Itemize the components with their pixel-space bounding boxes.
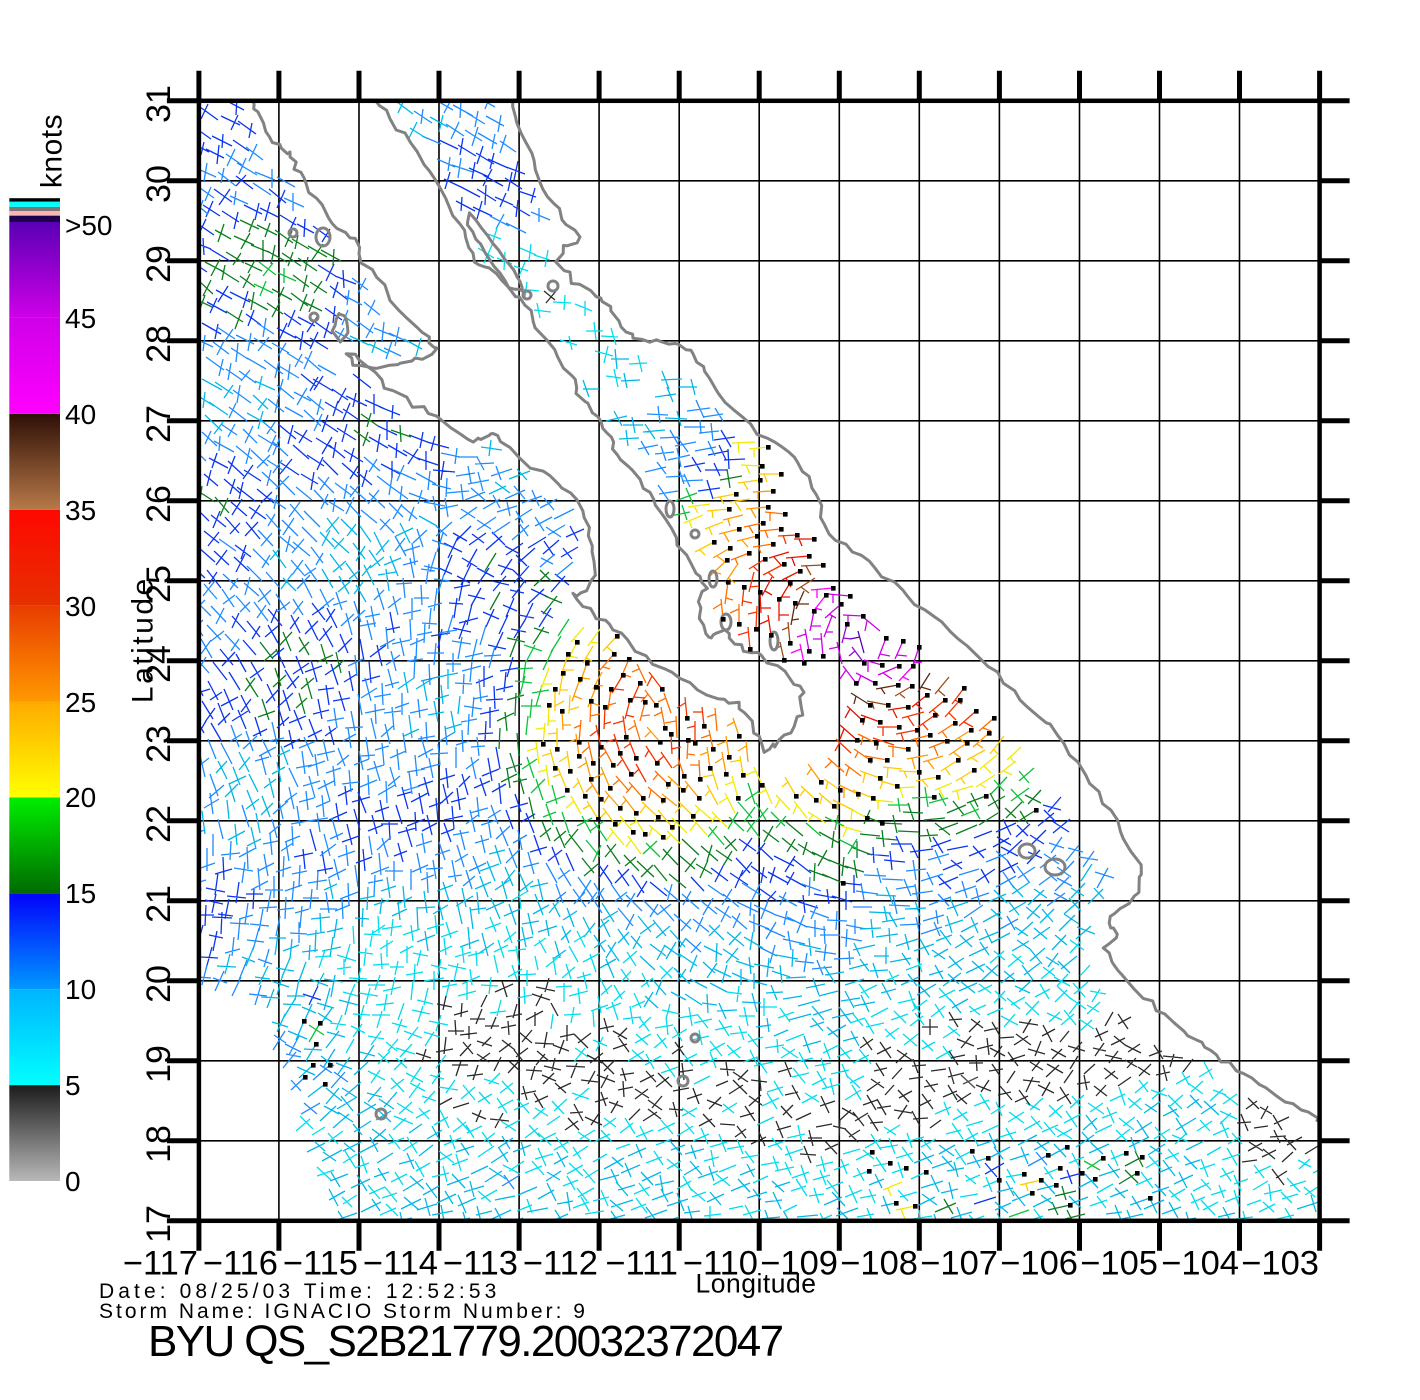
svg-text:26: 26 [140, 485, 178, 523]
svg-text:25: 25 [65, 687, 96, 718]
svg-text:−104: −104 [1161, 1245, 1239, 1283]
svg-text:Latitude: Latitude [126, 576, 159, 703]
svg-text:−117: −117 [123, 1245, 198, 1283]
svg-text:20: 20 [140, 965, 178, 1003]
svg-text:19: 19 [140, 1045, 178, 1083]
svg-text:45: 45 [65, 303, 96, 334]
svg-text:30: 30 [140, 165, 178, 203]
svg-text:40: 40 [65, 399, 96, 430]
svg-text:27: 27 [140, 405, 178, 443]
svg-text:−115: −115 [283, 1245, 358, 1283]
svg-text:Storm Name: IGNACIO Stor: Storm Name: IGNACIO Storm Number: 9 [99, 1300, 588, 1323]
svg-text:Longitude: Longitude [696, 1269, 817, 1299]
svg-text:−116: −116 [203, 1245, 278, 1283]
svg-text:−103: −103 [1241, 1245, 1319, 1283]
svg-text:−114: −114 [363, 1245, 438, 1283]
svg-text:23: 23 [140, 725, 178, 763]
svg-text:29: 29 [140, 245, 178, 283]
svg-text:17: 17 [140, 1205, 178, 1243]
svg-text:>50: >50 [65, 210, 113, 241]
svg-text:5: 5 [65, 1070, 81, 1101]
svg-text:Date: 08/25/03 Time: 12:5: Date: 08/25/03 Time: 12:52:53 [99, 1280, 500, 1303]
svg-text:−106: −106 [1000, 1245, 1078, 1283]
svg-text:20: 20 [65, 782, 96, 813]
svg-text:−113: −113 [443, 1245, 518, 1283]
svg-text:22: 22 [140, 805, 178, 843]
svg-text:28: 28 [140, 325, 178, 363]
svg-text:30: 30 [65, 591, 96, 622]
svg-text:31: 31 [140, 85, 178, 123]
svg-text:15: 15 [65, 878, 96, 909]
svg-text:BYU QS_S2B21779.20032372047: BYU QS_S2B21779.20032372047 [148, 1317, 783, 1366]
svg-text:−110: −110 [683, 1245, 758, 1283]
svg-text:−108: −108 [840, 1245, 918, 1283]
svg-text:−107: −107 [920, 1245, 998, 1283]
svg-text:0: 0 [65, 1166, 81, 1197]
svg-text:−109: −109 [760, 1245, 838, 1283]
svg-text:10: 10 [65, 974, 96, 1005]
svg-text:35: 35 [65, 495, 96, 526]
svg-text:−111: −111 [605, 1245, 678, 1283]
svg-text:knots: knots [35, 114, 68, 188]
svg-text:25: 25 [140, 565, 178, 603]
svg-text:−112: −112 [523, 1245, 598, 1283]
svg-text:−105: −105 [1080, 1245, 1158, 1283]
svg-text:21: 21 [140, 885, 178, 923]
svg-text:24: 24 [140, 645, 178, 683]
svg-text:18: 18 [140, 1125, 178, 1163]
